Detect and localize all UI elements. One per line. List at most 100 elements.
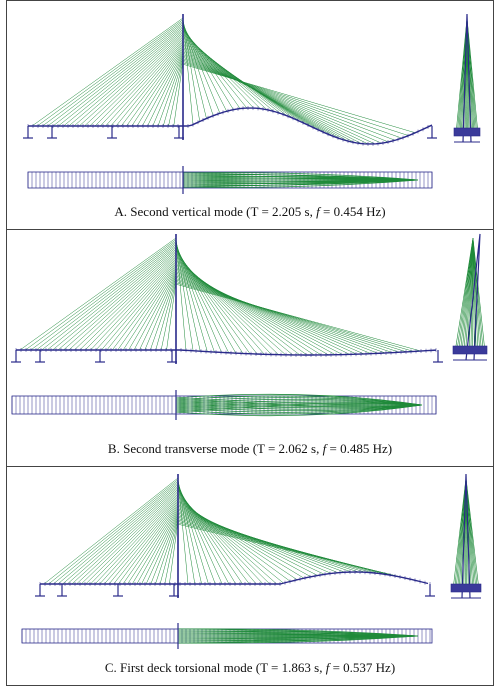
stay-cable (115, 43, 184, 127)
side-tower (465, 233, 481, 361)
stay-cable (127, 506, 179, 585)
plan-cable (175, 395, 423, 406)
stay-cable (68, 29, 184, 127)
panel-divider (6, 229, 494, 230)
stay-cable (118, 503, 179, 585)
stay-cable (57, 482, 179, 585)
stay-cable (175, 274, 372, 354)
stay-cable (43, 477, 179, 585)
plan-cable (175, 399, 423, 408)
stay-cable (177, 479, 196, 585)
stay-cable (159, 517, 179, 585)
plan-cable (175, 404, 423, 415)
stay-cable (94, 37, 184, 127)
stay-cable (122, 268, 177, 351)
stay-cable (175, 269, 350, 355)
plan-cable (175, 397, 423, 407)
plan-cable (182, 174, 419, 181)
deck (28, 107, 433, 145)
stay-cable (89, 35, 184, 127)
stay-cable (175, 265, 329, 356)
plan-cable (182, 179, 419, 186)
stay-cable (169, 521, 179, 585)
stay-cable (160, 279, 177, 351)
caption-c: C. First deck torsional mode (T = 1.863 … (104, 660, 396, 675)
stay-cable (67, 485, 179, 585)
plan-cable (175, 398, 423, 406)
stay-cable (37, 19, 184, 127)
stay-cable (182, 59, 396, 141)
stay-cable (182, 17, 194, 125)
stay-cable (164, 519, 179, 585)
stay-cable (132, 508, 179, 585)
stay-cable (80, 490, 179, 585)
stay-cable (152, 54, 184, 127)
plan-cable (177, 635, 419, 642)
stay-cable (182, 54, 369, 145)
plan-cable (175, 403, 423, 413)
stay-cable (182, 52, 362, 144)
stay-cable (175, 281, 407, 353)
stay-cable (175, 262, 315, 356)
stay-cable (63, 250, 177, 351)
plan-cable (175, 401, 423, 409)
stay-cable (175, 276, 386, 354)
stay-cable (175, 257, 286, 355)
plan-cable (175, 397, 423, 406)
stay-cable (175, 271, 357, 355)
figure-frame (6, 0, 494, 686)
stay-cable (95, 260, 177, 351)
stay-cable (128, 269, 177, 351)
stay-cable (90, 258, 177, 351)
stay-cable (182, 62, 409, 136)
side-tower (462, 13, 472, 143)
stay-cable (84, 33, 184, 127)
stay-cable (48, 479, 179, 585)
stay-cable (53, 481, 179, 585)
stay-cable (175, 283, 421, 352)
stay-cable (104, 498, 179, 585)
plan-cable (175, 404, 423, 412)
stay-cable (168, 59, 184, 127)
stay-cable (136, 49, 184, 127)
stay-cable (163, 57, 184, 127)
stay-cable (144, 274, 177, 351)
stay-cable (42, 20, 184, 127)
plan-cable (177, 635, 419, 644)
stay-cable (175, 279, 400, 353)
plan-cable (177, 634, 419, 637)
stay-cable (133, 271, 177, 351)
stay-cable (41, 244, 177, 351)
plan-cable (177, 632, 419, 637)
stay-cable (182, 23, 221, 114)
stay-cable (76, 489, 179, 585)
stay-cable (46, 245, 177, 351)
stay-cable (117, 266, 177, 351)
stay-cable (136, 509, 179, 585)
stay-cable (58, 25, 184, 127)
stay-cable (177, 523, 414, 581)
stay-cable (157, 56, 184, 127)
stay-cable (100, 38, 184, 127)
side-cable (466, 17, 479, 135)
stay-cable (62, 484, 179, 585)
stay-cable (175, 275, 379, 354)
side-cable (465, 477, 480, 591)
stay-cable (74, 253, 177, 351)
stay-cable (177, 505, 325, 575)
plan-cable (182, 176, 419, 181)
stay-cable (79, 255, 177, 351)
plan-cable (182, 172, 419, 181)
stay-cable (113, 501, 179, 585)
stay-cable (31, 17, 184, 127)
plan-cable (177, 635, 419, 640)
stay-cable (175, 264, 322, 356)
stay-cable (94, 495, 179, 585)
stay-cable (182, 61, 402, 139)
stay-cable (175, 282, 414, 352)
stay-cable (101, 261, 177, 351)
stay-cable (52, 247, 177, 351)
plan-cable (182, 179, 419, 188)
stay-cable (108, 500, 179, 585)
stay-cable (175, 268, 343, 355)
